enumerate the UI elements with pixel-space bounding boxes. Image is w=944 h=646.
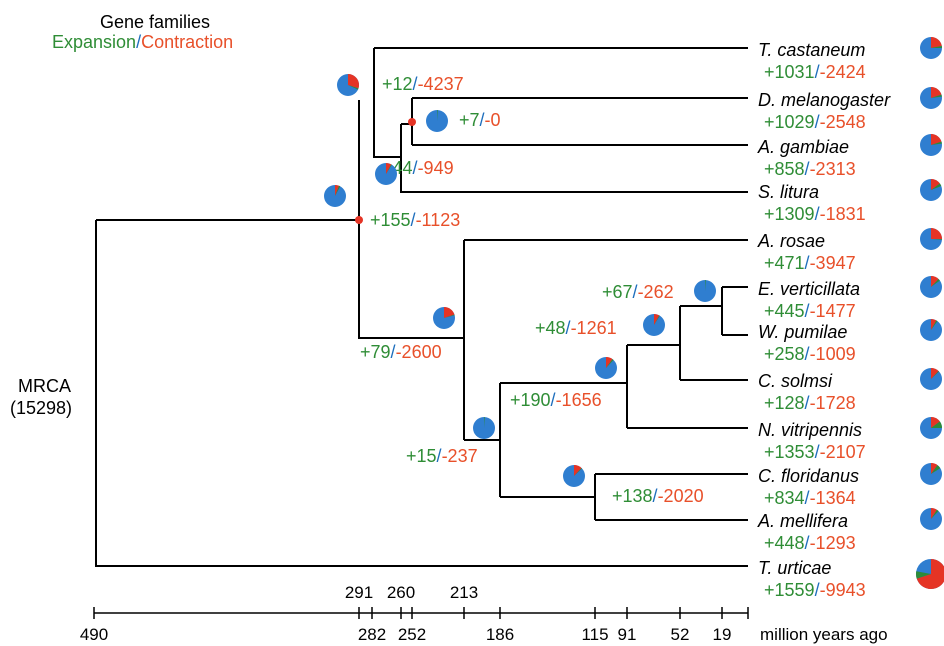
legend-contraction: Contraction (141, 32, 233, 52)
species-pie (920, 368, 942, 390)
species-count: +1031/-2424 (764, 62, 866, 82)
species-pie (920, 179, 942, 201)
species-count: +858/-2313 (764, 159, 856, 179)
axis-tick-label: 19 (713, 625, 732, 644)
node-dot (408, 118, 416, 126)
axis-tick-label: 91 (618, 625, 637, 644)
axis-unit: million years ago (760, 625, 888, 644)
species-name: N. vitripennis (758, 420, 862, 440)
legend-entry: Expansion/Contraction (52, 32, 233, 52)
axis-tick-label: 186 (486, 625, 514, 644)
species-pie (920, 87, 942, 109)
node-pie (643, 314, 665, 336)
species-name: A. rosae (757, 231, 825, 251)
axis-tick-label: 291 (345, 583, 373, 602)
node-pie (433, 307, 455, 329)
node-pie (595, 357, 617, 379)
node-count: +7/-0 (459, 110, 501, 130)
species-pie (920, 417, 942, 439)
node-count: +155/-1123 (370, 210, 460, 230)
node-count: +48/-1261 (535, 318, 617, 338)
node-count: +79/-2600 (360, 342, 442, 362)
node-pie (563, 465, 585, 487)
root-count: (15298) (10, 398, 72, 418)
species-pie (920, 319, 942, 341)
node-pie (324, 185, 346, 207)
species-count: +258/-1009 (764, 344, 856, 364)
legend-expansion: Expansion (52, 32, 136, 52)
node-count: +12/-4237 (382, 74, 464, 94)
species-count: +1029/-2548 (764, 112, 866, 132)
species-pie (920, 276, 942, 298)
species-pie (920, 463, 942, 485)
species-name: C. floridanus (758, 466, 859, 486)
species-name: C. solmsi (758, 371, 833, 391)
node-count: +190/-1656 (510, 390, 602, 410)
species-name: T. urticae (758, 558, 831, 578)
species-count: +1309/-1831 (764, 204, 866, 224)
legend-separator: / (136, 32, 141, 52)
node-labels: +12/-4237+7/-0+44/-949+155/-1123+79/-260… (360, 74, 704, 506)
species-count: +445/-1477 (764, 301, 856, 321)
species-pie (916, 559, 944, 589)
axis-tick-label: 490 (80, 625, 108, 644)
species-pie (920, 508, 942, 530)
axis-tick-label: 52 (671, 625, 690, 644)
time-axis: 490 282 252 186 115 91 52 19 291 260 213 million y… (80, 583, 888, 644)
node-pie (426, 110, 448, 132)
species-name: S. litura (758, 182, 819, 202)
species-name: T. castaneum (758, 40, 865, 60)
axis-tick-label: 115 (581, 625, 608, 644)
node-pie (337, 74, 359, 96)
species-pie (920, 228, 942, 250)
species-count: +834/-1364 (764, 488, 856, 508)
species-count: +128/-1728 (764, 393, 856, 413)
species-name: W. pumilae (758, 322, 847, 342)
species-count: +1353/-2107 (764, 442, 866, 462)
node-pie (694, 280, 716, 302)
species-count: +448/-1293 (764, 533, 856, 553)
axis-tick-label: 260 (387, 583, 415, 602)
species-name: A. mellifera (757, 511, 848, 531)
axis-tick-label: 213 (450, 583, 478, 602)
species-pie (920, 37, 942, 59)
species-count: +471/-3947 (764, 253, 856, 273)
node-dot (355, 216, 363, 224)
species-name: E. verticillata (758, 279, 860, 299)
legend-title: Gene families (100, 12, 210, 32)
species-count: +1559/-9943 (764, 580, 866, 600)
node-count: +15/-237 (406, 446, 478, 466)
node-count: +138/-2020 (612, 486, 704, 506)
pie-charts (324, 37, 944, 589)
species-name: A. gambiae (757, 137, 849, 157)
node-count: +67/-262 (602, 282, 674, 302)
node-pie (473, 417, 495, 439)
species-name: D. melanogaster (758, 90, 891, 110)
root-name: MRCA (18, 376, 71, 396)
axis-tick-label: 252 (398, 625, 426, 644)
species-pie (920, 134, 942, 156)
node-pie (375, 163, 397, 185)
axis-tick-label: 282 (358, 625, 386, 644)
